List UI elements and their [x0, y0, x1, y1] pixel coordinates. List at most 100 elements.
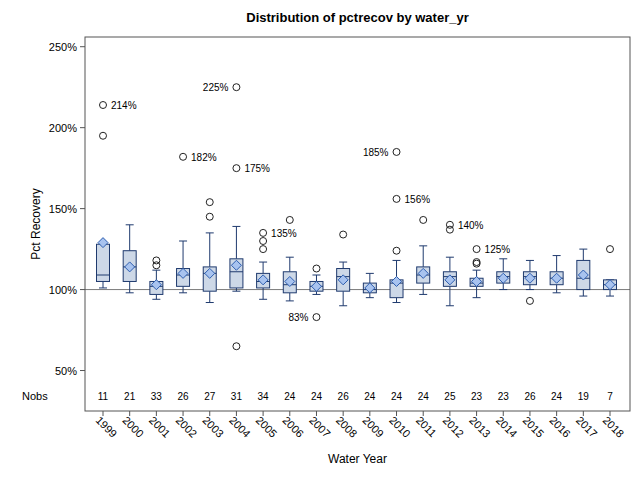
- chart: Distribution of pctrecov by water_yr50%1…: [0, 0, 640, 480]
- box: [123, 251, 136, 282]
- annotation: 125%: [485, 244, 511, 255]
- upper-whisker: [289, 257, 290, 272]
- nobs-value: 21: [124, 391, 136, 402]
- mean-marker: [151, 280, 161, 290]
- y-tick-label: 250%: [49, 41, 77, 53]
- upper-whisker: [583, 249, 584, 260]
- x-tick-label: 2010: [387, 414, 413, 440]
- lower-whisker: [449, 286, 450, 305]
- x-tick-label: 2008: [334, 414, 360, 440]
- box-group: [97, 102, 110, 288]
- outlier: [180, 153, 187, 160]
- box: [283, 272, 296, 293]
- y-tick-label: 150%: [49, 203, 77, 215]
- box: [97, 244, 110, 281]
- whisker-cap: [366, 273, 374, 274]
- y-tick: [80, 370, 85, 371]
- nobs-value: 19: [578, 391, 590, 402]
- annotation: 225%: [203, 82, 229, 93]
- upper-whisker: [449, 257, 450, 272]
- whisker-cap: [606, 296, 614, 297]
- mean-marker: [98, 238, 108, 248]
- whisker-cap: [366, 297, 374, 298]
- outlier: [233, 343, 240, 350]
- mean-marker: [231, 260, 241, 270]
- y-tick-label: 200%: [49, 122, 77, 134]
- outlier: [206, 213, 213, 220]
- nobs-value: 34: [258, 391, 270, 402]
- upper-whisker: [129, 225, 130, 251]
- nobs-value: 26: [338, 391, 350, 402]
- nobs-value: 26: [524, 391, 536, 402]
- lower-whisker: [583, 290, 584, 296]
- whisker-cap: [339, 262, 347, 263]
- mean-marker: [178, 268, 188, 278]
- mean-marker: [205, 268, 215, 278]
- lower-whisker: [476, 286, 477, 297]
- annotation: 182%: [191, 152, 217, 163]
- x-tick-label: 2005: [254, 414, 280, 440]
- outlier: [260, 246, 267, 253]
- reference-line: [85, 289, 630, 290]
- lower-whisker: [556, 285, 557, 293]
- whisker-cap: [179, 292, 187, 293]
- mean-marker: [392, 276, 402, 286]
- box-group: [390, 148, 403, 302]
- upper-whisker: [209, 233, 210, 267]
- background: [0, 0, 640, 480]
- outlier: [473, 259, 480, 266]
- box-group: [443, 221, 456, 305]
- nobs-value: 24: [284, 391, 296, 402]
- nobs-value: 24: [418, 391, 430, 402]
- mean-marker: [525, 273, 535, 283]
- whisker-cap: [286, 257, 294, 258]
- whisker-cap: [393, 302, 401, 303]
- box-group: [523, 260, 536, 304]
- y-axis-label: Pct Recovery: [29, 188, 43, 259]
- outlier: [206, 199, 213, 206]
- lower-whisker: [343, 291, 344, 306]
- x-tick-label: 2001: [147, 414, 173, 440]
- nobs-label: Nobs: [22, 390, 48, 402]
- whisker-cap: [499, 258, 507, 259]
- whisker-cap: [152, 299, 160, 300]
- whisker-cap: [339, 305, 347, 306]
- x-tick-label: 2012: [440, 414, 466, 440]
- lower-whisker: [183, 286, 184, 292]
- x-tick-label: 2014: [494, 414, 520, 440]
- y-tick-label: 50%: [55, 365, 77, 377]
- whisker-cap: [473, 270, 481, 271]
- box: [417, 267, 430, 283]
- x-tick-label: 2004: [227, 414, 253, 440]
- mean-marker: [311, 281, 321, 291]
- mean-marker: [472, 276, 482, 286]
- box-group: [177, 153, 190, 292]
- upper-whisker: [503, 259, 504, 272]
- outlier: [100, 132, 107, 139]
- y-tick: [80, 289, 85, 290]
- plot-marks: [85, 84, 630, 350]
- x-tick-label: 2009: [360, 414, 386, 440]
- outlier: [393, 148, 400, 155]
- whisker-cap: [259, 299, 267, 300]
- whisker-cap: [579, 296, 587, 297]
- upper-whisker: [343, 262, 344, 268]
- whisker-cap: [553, 255, 561, 256]
- lower-whisker: [209, 291, 210, 302]
- nobs-value: 23: [498, 391, 510, 402]
- y-tick: [80, 127, 85, 128]
- nobs-value: 11: [98, 391, 109, 402]
- x-tick-label: 2003: [200, 414, 226, 440]
- x-tick-label: 1999: [94, 414, 120, 440]
- x-tick-label: 2006: [280, 414, 306, 440]
- outlier: [446, 226, 453, 233]
- box-group: [310, 265, 323, 321]
- box: [550, 272, 563, 285]
- x-axis-label: Water Year: [328, 452, 387, 466]
- mean-marker: [258, 275, 268, 285]
- x-tick-label: 2016: [547, 414, 573, 440]
- whisker-cap: [126, 292, 134, 293]
- mean-marker: [365, 283, 375, 293]
- annotation: 214%: [111, 100, 137, 111]
- x-tick-label: 2015: [521, 414, 547, 440]
